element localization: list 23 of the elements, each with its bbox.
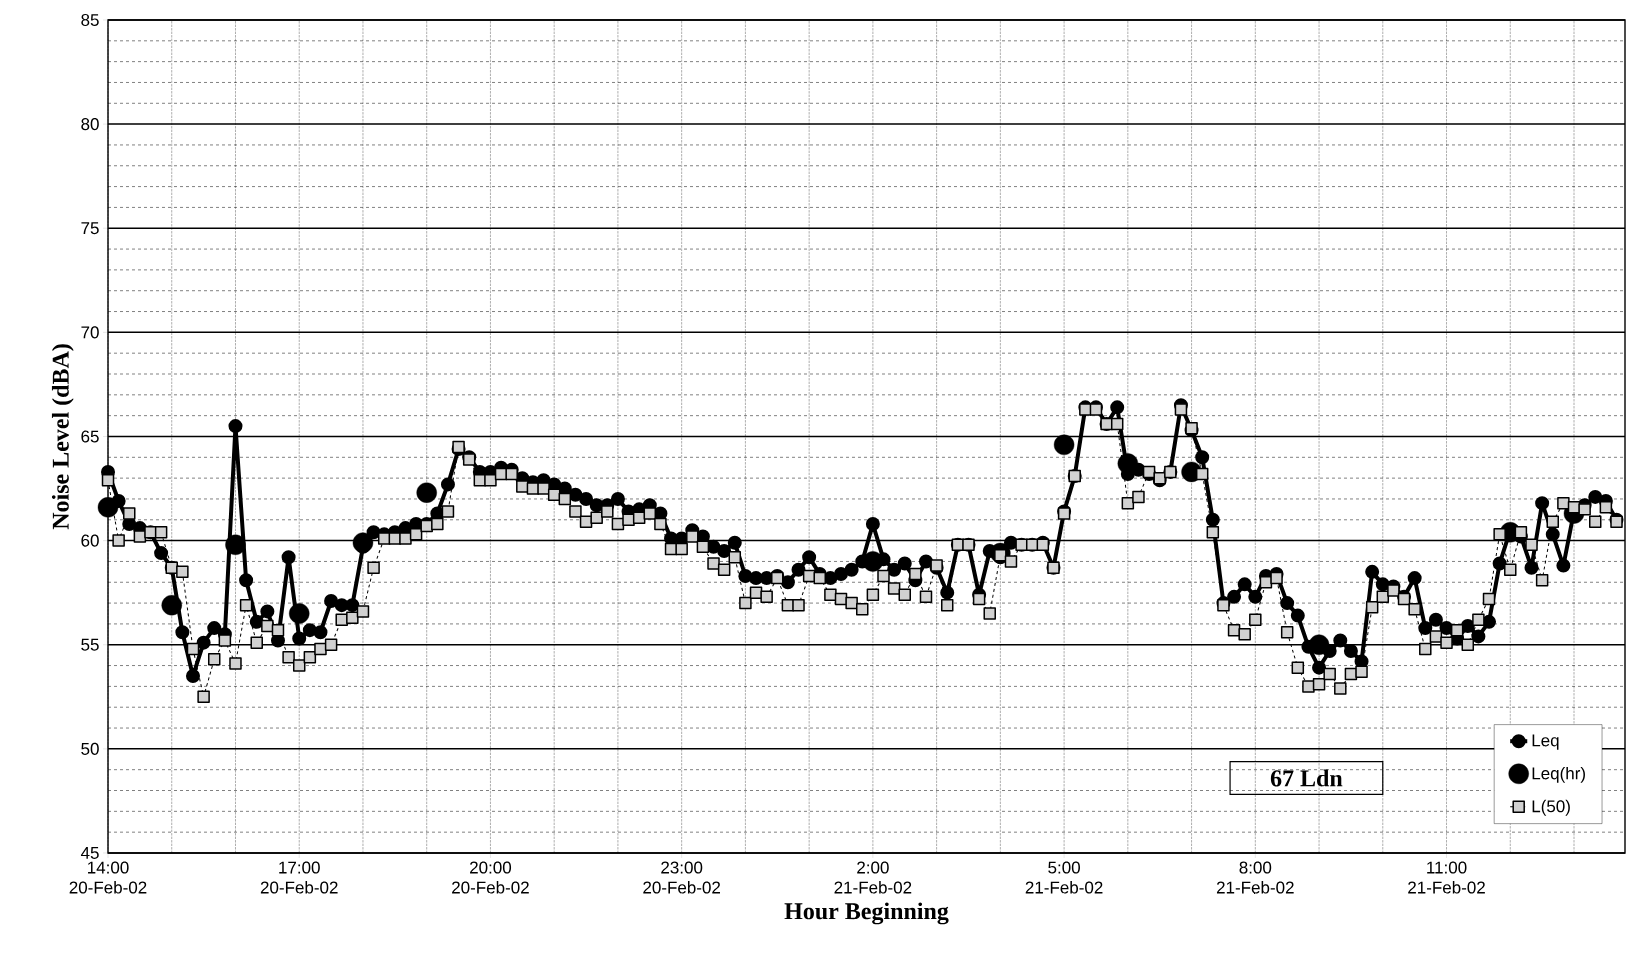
legend-label: Leq <box>1532 734 1559 750</box>
x-tick-label: 20:00 20-Feb-02 <box>452 861 529 894</box>
y-tick-label: 75 <box>81 222 99 235</box>
y-tick-label: 60 <box>81 534 99 547</box>
y-tick-label: 65 <box>81 430 99 443</box>
x-tick-label: 17:00 20-Feb-02 <box>260 861 338 894</box>
x-tick-label: 11:00 21-Feb-02 <box>1408 861 1485 894</box>
y-tick-label: 50 <box>81 742 99 755</box>
x-tick-label: 14:00 20-Feb-02 <box>69 861 147 894</box>
y-tick-label: 45 <box>80 847 99 859</box>
y-tick-label: 70 <box>81 326 99 339</box>
x-axis-title: Hour Beginning <box>784 902 949 925</box>
y-tick-label: 85 <box>81 13 99 27</box>
y-tick-label: 55 <box>81 638 99 651</box>
legend-label: Leq(hr) <box>1532 766 1585 783</box>
y-axis-title: Noise Level (dBA) <box>51 344 74 530</box>
annotation: 67 Ldn <box>1270 769 1343 787</box>
x-tick-label: 2:00 21-Feb-02 <box>834 861 912 894</box>
x-tick-label: 8:00 21-Feb-02 <box>1216 861 1294 894</box>
y-tick-label: 80 <box>81 118 99 131</box>
legend-label: L(50) <box>1532 799 1570 816</box>
x-tick-label: 5:00 21-Feb-02 <box>1025 861 1103 894</box>
x-tick-label: 23:00 20-Feb-02 <box>643 861 721 894</box>
